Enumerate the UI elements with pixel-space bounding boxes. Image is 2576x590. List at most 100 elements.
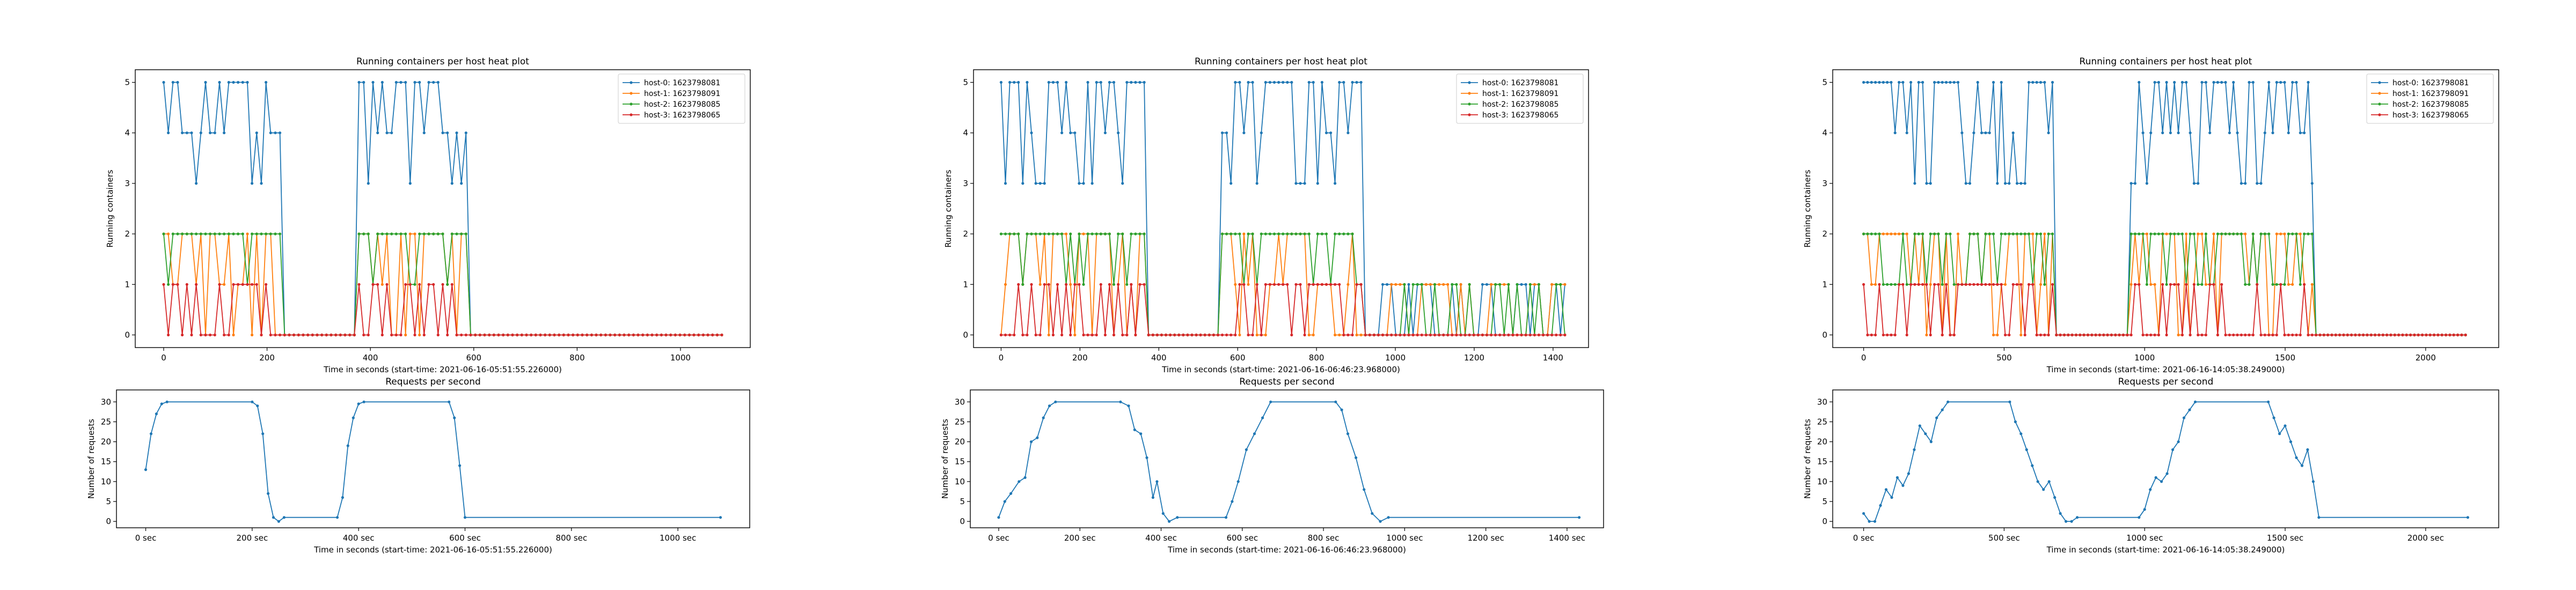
data-point bbox=[2240, 182, 2243, 185]
data-point bbox=[2067, 333, 2070, 337]
data-point bbox=[1260, 131, 1263, 135]
y-tick-label: 20 bbox=[955, 437, 965, 447]
data-point bbox=[1455, 333, 1458, 337]
data-point bbox=[2248, 80, 2251, 84]
data-point bbox=[1524, 333, 1527, 337]
data-point bbox=[2011, 283, 2015, 286]
legend-label-host-3: host-3: 1623798065 bbox=[1482, 111, 1558, 120]
chart-title: Running containers per host heat plot bbox=[1195, 56, 1367, 67]
y-tick-label: 20 bbox=[101, 437, 111, 447]
legend-label-host-3: host-3: 1623798065 bbox=[644, 111, 720, 120]
y-tick-label: 1 bbox=[1822, 279, 1827, 289]
data-point bbox=[1095, 333, 1098, 337]
data-point bbox=[380, 80, 384, 84]
data-point bbox=[1451, 283, 1454, 286]
data-point bbox=[195, 232, 198, 235]
data-point bbox=[1933, 232, 1936, 235]
data-point bbox=[2366, 333, 2369, 337]
data-point bbox=[1060, 131, 1064, 135]
data-point bbox=[464, 131, 467, 135]
data-point bbox=[399, 232, 402, 235]
data-point bbox=[581, 333, 584, 337]
data-point bbox=[1956, 80, 1960, 84]
data-point bbox=[376, 131, 379, 135]
data-point bbox=[2212, 283, 2215, 286]
data-point bbox=[1917, 283, 1920, 286]
data-point bbox=[1286, 283, 1289, 286]
data-point bbox=[2003, 333, 2007, 337]
data-point bbox=[1282, 283, 1285, 286]
data-point bbox=[171, 283, 174, 286]
data-point bbox=[1944, 80, 1948, 84]
x-tick-label: 2000 sec bbox=[2407, 533, 2444, 543]
x-tick-label: 400 sec bbox=[1145, 533, 1177, 543]
data-point bbox=[2287, 283, 2290, 286]
data-point bbox=[2228, 232, 2231, 235]
data-point bbox=[1117, 232, 1120, 235]
y-tick-label: 0 bbox=[1822, 330, 1827, 340]
data-point bbox=[1878, 80, 1881, 84]
data-point bbox=[2393, 333, 2396, 337]
data-point bbox=[316, 333, 319, 337]
data-point bbox=[2338, 333, 2341, 337]
data-point bbox=[2149, 283, 2153, 286]
data-point bbox=[330, 333, 333, 337]
data-point bbox=[1138, 232, 1141, 235]
data-point bbox=[1424, 333, 1428, 337]
data-point bbox=[1069, 131, 1072, 135]
data-point bbox=[251, 232, 254, 235]
data-point bbox=[223, 283, 226, 286]
data-point bbox=[1138, 80, 1141, 84]
data-point bbox=[432, 232, 435, 235]
data-point bbox=[1277, 283, 1280, 286]
data-point bbox=[2065, 520, 2068, 523]
data-point bbox=[1364, 333, 1367, 337]
data-point bbox=[1446, 333, 1450, 337]
data-point bbox=[2440, 333, 2443, 337]
data-point bbox=[1338, 80, 1341, 84]
data-point bbox=[413, 232, 416, 235]
data-point bbox=[1047, 80, 1050, 84]
data-point bbox=[1312, 283, 1315, 286]
data-point bbox=[1251, 333, 1254, 337]
data-point bbox=[232, 80, 235, 84]
data-point bbox=[1925, 182, 1928, 185]
data-point bbox=[1220, 232, 1224, 235]
data-point bbox=[1099, 80, 1102, 84]
data-point bbox=[255, 131, 258, 135]
data-point bbox=[176, 80, 179, 84]
data-point bbox=[999, 80, 1002, 84]
data-point bbox=[1935, 416, 1938, 419]
data-point bbox=[1516, 283, 1519, 286]
data-point bbox=[427, 283, 430, 286]
data-point bbox=[2185, 232, 2188, 235]
data-point bbox=[1338, 333, 1341, 337]
data-point bbox=[599, 333, 603, 337]
data-point bbox=[2177, 283, 2180, 286]
data-point bbox=[2047, 333, 2050, 337]
data-point bbox=[2295, 456, 2298, 459]
data-point bbox=[2169, 232, 2172, 235]
data-point bbox=[2074, 333, 2078, 337]
data-point bbox=[1528, 283, 1532, 286]
data-point bbox=[1103, 333, 1107, 337]
axes-frame bbox=[970, 389, 1604, 528]
data-point bbox=[185, 232, 188, 235]
x-tick-label: 0 sec bbox=[988, 533, 1009, 543]
data-point bbox=[2180, 232, 2184, 235]
y-tick-label: 3 bbox=[125, 179, 130, 188]
y-tick-label: 0 bbox=[960, 517, 965, 526]
chart-title: Requests per second bbox=[2118, 377, 2214, 387]
data-point bbox=[2129, 232, 2133, 235]
data-point bbox=[357, 80, 361, 84]
data-point bbox=[1099, 283, 1102, 286]
x-tick-label: 400 bbox=[1151, 353, 1167, 363]
data-point bbox=[463, 516, 467, 519]
data-point bbox=[2232, 232, 2235, 235]
data-point bbox=[436, 232, 440, 235]
data-point bbox=[265, 232, 268, 235]
data-point bbox=[2138, 283, 2141, 286]
data-point bbox=[1173, 333, 1176, 337]
data-point bbox=[2019, 232, 2023, 235]
